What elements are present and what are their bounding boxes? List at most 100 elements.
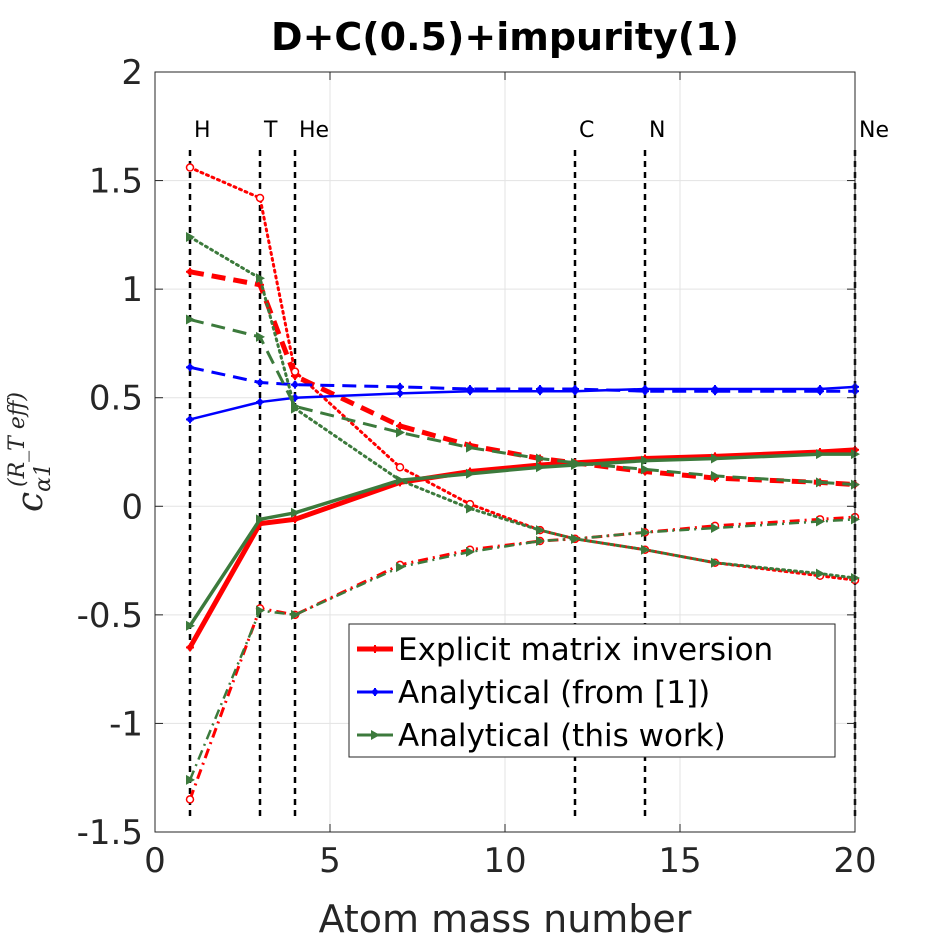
y-tick-label: 1 [121,270,143,310]
data-point [396,562,405,573]
data-point [536,525,545,536]
series-group [185,163,860,804]
series-5 [186,363,859,396]
data-point [290,367,300,376]
data-point [572,386,578,393]
data-point [641,544,650,555]
data-point [466,442,475,453]
svg-text:cα1(R_T eff): cα1(R_T eff) [5,392,56,512]
legend-marker-2 [371,730,380,740]
y-tick-label: 2 [121,53,143,93]
legend-marker-1 [372,689,378,695]
vline-label-h: H [194,118,211,143]
data-point [186,314,195,325]
y-tick-label: 0.5 [89,379,143,419]
y-tick-label: -1.5 [77,813,143,853]
data-point [712,388,718,395]
data-point [185,163,195,172]
series-line-9 [188,518,856,781]
x-axis-label: Atom mass number [319,897,692,941]
vline-label-ne: Ne [859,118,889,143]
data-point [186,774,195,785]
vline-label-c: C [579,118,594,143]
data-point [466,503,475,514]
y-axis-label-sup: (R_T eff) [5,392,30,487]
data-point [292,381,298,388]
legend-marker-0 [372,646,378,652]
data-point [396,427,405,438]
data-point [641,464,650,475]
data-point [292,516,298,523]
data-point [466,468,475,479]
chart-title: D+C(0.5)+impurity(1) [271,15,739,59]
y-axis-label-sub: α1 [31,463,56,492]
legend: Explicit matrix inversion Analytical (fro… [348,623,836,758]
data-point [256,605,265,616]
data-point [186,232,195,243]
data-point [186,620,195,631]
data-point [185,795,195,804]
axis-ticks: 0 5 10 15 20 -1.5 -1 -0.5 0 0.5 1 1.5 2 [77,53,877,881]
data-point [187,364,193,371]
data-point [187,416,193,423]
data-point [711,557,720,568]
legend-label-1: Analytical (from [1]) [398,675,710,711]
y-tick-label: -0.5 [77,596,143,636]
data-point [466,546,475,557]
data-point [537,386,543,393]
data-point [187,644,193,651]
x-tick-label: 5 [319,841,341,881]
vline-label-he: He [299,118,329,143]
data-point [536,536,545,547]
x-tick-label: 10 [483,841,526,881]
data-point [395,462,405,472]
data-point [536,453,545,464]
data-point [571,457,580,468]
vline-label-n: N [649,118,665,143]
data-point [187,268,193,275]
data-point [536,462,545,473]
series-line-5 [189,365,855,393]
data-point [816,449,825,460]
series-9 [186,514,860,785]
data-point [711,453,720,464]
data-point [816,516,825,527]
data-point [257,379,263,386]
plot-area: H T He C N Ne 0 5 10 15 20 -1.5 -1 -0.5 0 0.5 1 1.5 2 [77,53,889,881]
data-point [711,470,720,481]
y-axis-label-base: c [10,492,51,512]
legend-label-0: Explicit matrix inversion [398,632,773,668]
vline-label-t: T [263,118,278,143]
x-tick-label: 15 [658,841,701,881]
data-point [396,475,405,486]
data-point [256,331,265,342]
y-axis-label: cα1(R_T eff) [5,392,56,512]
data-point [467,386,473,393]
y-tick-label: 0 [121,487,143,527]
y-tick-label: -1 [109,704,143,744]
x-tick-label: 0 [144,841,166,881]
data-point [711,523,720,533]
data-point [641,455,650,466]
data-point [817,388,823,395]
data-point [255,193,265,203]
data-point [291,403,300,414]
data-point [641,527,650,538]
legend-box [348,623,836,758]
data-point [291,507,300,518]
data-point [816,568,825,579]
data-point [397,390,403,397]
data-point [571,533,580,544]
data-point [642,388,648,395]
data-point [291,609,300,620]
data-point [257,399,263,406]
data-point [397,422,403,429]
data-point [397,383,403,390]
legend-label-2: Analytical (this work) [398,718,726,754]
x-tick-label: 20 [833,841,876,881]
data-point [256,273,265,284]
y-tick-label: 1.5 [89,162,143,202]
data-point [256,514,265,525]
data-point [816,477,825,488]
